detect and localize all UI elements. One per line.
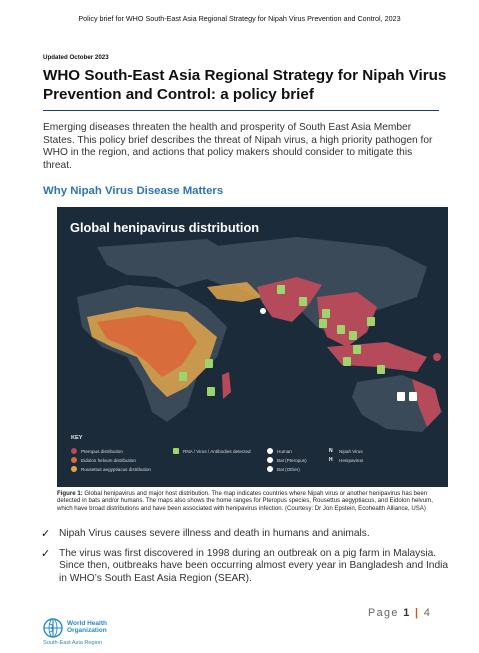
nipah-letter: N <box>329 448 333 454</box>
legend-henipavirus: H Henipavirus <box>329 457 363 463</box>
range-pteropus-pacific <box>433 353 441 361</box>
marker-africa-central <box>179 372 187 381</box>
legend-bat-other-label: Bat (Other) <box>277 466 300 472</box>
henipavirus-letter: H <box>329 457 333 463</box>
legend-bat-pteropus-label: Bat (Pteropus) <box>277 457 307 463</box>
page-word: Page <box>368 607 404 619</box>
caption-text: Global henipavirus and major host distri… <box>57 490 433 512</box>
running-header: Policy brief for WHO South-East Asia Reg… <box>78 14 401 23</box>
range-madagascar <box>222 372 231 399</box>
rna-marker-swatch <box>173 448 179 454</box>
range-pteropus-indonesia <box>327 342 427 372</box>
range-eidolon <box>97 315 197 377</box>
marker-madagascar <box>207 387 215 396</box>
legend-eidolon: Eidolon helvum distribution <box>71 457 136 463</box>
page-total: 4 <box>423 607 432 619</box>
legend-rousettus: Rousettus aegyptiacus distribution <box>71 466 151 472</box>
legend-henipavirus-label: Henipavirus <box>339 457 364 463</box>
legend-key-label: KEY <box>71 435 83 441</box>
detection-markers <box>179 285 417 401</box>
marker-malaysia <box>353 345 361 354</box>
range-rousettus-me <box>207 282 262 302</box>
who-logo <box>42 617 142 651</box>
check-icon: ✓ <box>41 528 51 540</box>
page-separator: | <box>410 607 424 619</box>
document-title: WHO South-East Asia Regional Strategy fo… <box>43 66 453 104</box>
legend-rna-label: RNA / Virus / Antibodies detected <box>183 448 251 454</box>
human-icon <box>267 448 273 454</box>
intro-paragraph: Emerging diseases threaten the health an… <box>43 122 433 171</box>
marker-bat-other <box>260 308 266 314</box>
marker-australia-2 <box>409 392 417 401</box>
who-emblem-icon <box>43 618 63 638</box>
figure-caption: Figure 1: Global henipavirus and major h… <box>57 490 449 512</box>
legend-nipah: N Nipah Virus <box>329 448 363 454</box>
caption-label: Figure 1: <box>57 490 83 497</box>
legend-rousettus-label: Rousettus aegyptiacus distribution <box>81 466 151 472</box>
range-pteropus-seasia <box>317 292 377 347</box>
range-pteropus-australia <box>412 379 441 427</box>
legend-human: Human <box>267 448 292 454</box>
legend-eidolon-label: Eidolon helvum distribution <box>81 457 136 463</box>
legend-pteropus-label: Pteropus distribution <box>81 448 123 454</box>
legend-bat-other: Bat (Other) <box>267 466 300 472</box>
henipavirus-map-figure: Global henipavirus distribution KEY Pter… <box>57 207 448 487</box>
marker-timor <box>377 365 385 374</box>
bullet-item: ✓ The virus was first discovered in 1998… <box>41 548 451 586</box>
legend-pteropus: Pteropus distribution <box>71 448 123 454</box>
who-org-name: World Health Organization <box>67 620 107 635</box>
world-map <box>57 207 448 487</box>
pteropus-swatch <box>71 448 77 454</box>
section-heading: Why Nipah Virus Disease Matters <box>43 185 224 197</box>
marker-indonesia <box>343 357 351 366</box>
marker-myanmar <box>319 319 327 328</box>
who-org-line1: World Health <box>67 620 107 627</box>
legend-human-label: Human <box>277 448 292 454</box>
check-icon: ✓ <box>41 547 51 560</box>
marker-bangladesh <box>322 309 330 318</box>
bullet-item: ✓ Nipah Virus causes severe illness and … <box>41 528 451 541</box>
bullet-text: Nipah Virus causes severe illness and de… <box>59 528 370 539</box>
bat-other-icon <box>267 466 273 472</box>
marker-philippines <box>367 317 375 326</box>
title-line-1: WHO South-East Asia Regional Strategy fo… <box>43 67 447 84</box>
map-title: Global henipavirus distribution <box>70 220 260 235</box>
marker-cambodia <box>349 331 357 340</box>
marker-africa-east <box>205 359 213 368</box>
map-legend: KEY Pteropus distribution Eidolon helvum… <box>67 427 437 483</box>
eidolon-swatch <box>71 457 77 463</box>
page-number: Page 1 | 4 <box>368 607 431 619</box>
marker-pakistan <box>277 285 285 294</box>
marker-india-north <box>299 297 307 306</box>
bullet-list: ✓ Nipah Virus causes severe illness and … <box>41 528 451 592</box>
title-divider <box>43 110 439 111</box>
updated-date: Updated October 2023 <box>43 54 109 61</box>
who-org-line2: Organization <box>67 627 107 635</box>
bullet-text: The virus was first discovered in 1998 d… <box>59 547 449 584</box>
who-region: South-East Asia Region <box>43 640 103 646</box>
legend-rna: RNA / Virus / Antibodies detected <box>173 448 253 454</box>
rousettus-swatch <box>71 466 77 472</box>
title-line-2: Prevention and Control: a policy brief <box>43 86 314 103</box>
legend-nipah-label: Nipah Virus <box>339 448 363 454</box>
legend-bat-pteropus: Bat (Pteropus) <box>267 457 307 463</box>
page-current: 1 <box>403 607 411 619</box>
marker-thailand <box>337 325 345 334</box>
bat-pteropus-icon <box>267 457 273 463</box>
marker-australia-1 <box>397 392 405 401</box>
range-pteropus-india <box>257 277 322 322</box>
